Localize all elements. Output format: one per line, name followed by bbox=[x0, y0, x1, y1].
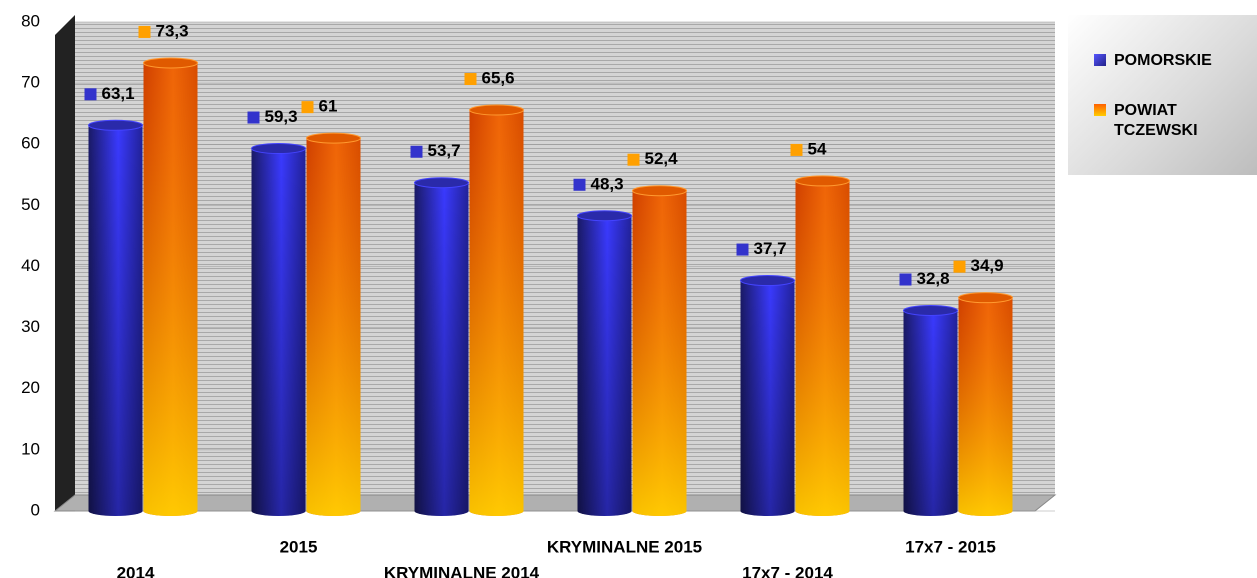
bar bbox=[251, 143, 306, 516]
y-tick-label: 30 bbox=[21, 317, 40, 336]
bar bbox=[740, 275, 795, 516]
data-label: 63,1 bbox=[102, 84, 135, 103]
bar bbox=[958, 292, 1013, 516]
label-marker bbox=[790, 143, 803, 156]
label-marker bbox=[84, 88, 97, 101]
legend-item: POWIAT TCZEWSKI bbox=[1094, 101, 1234, 141]
legend-swatch bbox=[1094, 104, 1106, 116]
data-label: 52,4 bbox=[645, 149, 679, 168]
y-tick-label: 40 bbox=[21, 256, 40, 275]
data-label: 54 bbox=[808, 139, 827, 158]
label-marker bbox=[627, 153, 640, 166]
data-label: 53,7 bbox=[428, 141, 461, 160]
label-marker bbox=[247, 111, 260, 124]
legend-swatch bbox=[1094, 54, 1106, 66]
bar bbox=[414, 177, 469, 517]
data-label: 61 bbox=[319, 97, 338, 116]
y-tick-label: 0 bbox=[31, 500, 40, 519]
bar bbox=[306, 132, 361, 516]
x-tick-label: KRYMINALNE 2015 bbox=[547, 537, 702, 556]
data-label: 37,7 bbox=[754, 239, 787, 258]
x-tick-label: KRYMINALNE 2014 bbox=[384, 563, 540, 578]
bar bbox=[577, 210, 632, 517]
bar bbox=[88, 119, 143, 516]
y-tick-label: 80 bbox=[21, 11, 40, 30]
data-label: 73,3 bbox=[156, 21, 189, 40]
label-marker bbox=[899, 273, 912, 286]
y-tick-label: 10 bbox=[21, 439, 40, 458]
label-marker bbox=[736, 243, 749, 256]
data-label: 32,8 bbox=[917, 269, 950, 288]
label-marker bbox=[138, 25, 151, 38]
bar bbox=[469, 104, 524, 517]
bar bbox=[143, 57, 198, 517]
legend-item: POMORSKIE bbox=[1094, 51, 1234, 71]
legend: POMORSKIE POWIAT TCZEWSKI bbox=[1068, 15, 1257, 175]
x-tick-label: 2015 bbox=[280, 537, 318, 556]
legend-label: POWIAT TCZEWSKI bbox=[1114, 102, 1198, 139]
bar bbox=[632, 185, 687, 516]
data-label: 65,6 bbox=[482, 69, 515, 88]
data-label: 34,9 bbox=[971, 256, 1004, 275]
y-tick-label: 70 bbox=[21, 73, 40, 92]
x-tick-label: 2014 bbox=[117, 563, 155, 578]
y-tick-label: 60 bbox=[21, 134, 40, 153]
bar bbox=[903, 305, 958, 516]
x-tick-label: 17x7 - 2014 bbox=[742, 563, 833, 578]
label-marker bbox=[953, 260, 966, 273]
y-tick-label: 20 bbox=[21, 378, 40, 397]
legend-label: POMORSKIE bbox=[1114, 52, 1212, 69]
data-label: 48,3 bbox=[591, 174, 624, 193]
label-marker bbox=[464, 73, 477, 86]
y-tick-label: 50 bbox=[21, 195, 40, 214]
x-tick-label: 17x7 - 2015 bbox=[905, 537, 996, 556]
bar bbox=[795, 175, 850, 517]
label-marker bbox=[301, 101, 314, 114]
label-marker bbox=[573, 178, 586, 191]
left-wall bbox=[55, 15, 75, 511]
label-marker bbox=[410, 145, 423, 158]
data-label: 59,3 bbox=[265, 107, 298, 126]
